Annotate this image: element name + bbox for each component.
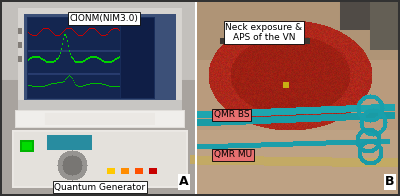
Text: Neck exposure &
APS of the VN: Neck exposure & APS of the VN (226, 23, 302, 42)
Text: B: B (385, 175, 395, 188)
Text: QMR BS: QMR BS (214, 110, 250, 119)
Text: CIONM(NIM3.0): CIONM(NIM3.0) (70, 14, 138, 23)
Text: QMR MU: QMR MU (214, 150, 252, 159)
Text: Quantum Generator: Quantum Generator (54, 183, 146, 192)
Text: A: A (179, 175, 189, 188)
